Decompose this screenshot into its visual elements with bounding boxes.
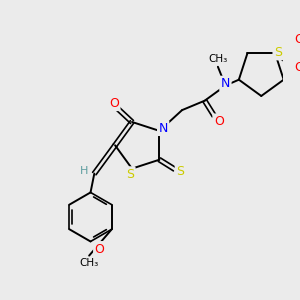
Text: N: N: [221, 77, 230, 90]
Text: O: O: [214, 115, 224, 128]
Text: N: N: [158, 122, 168, 134]
Text: O: O: [294, 61, 300, 74]
Text: S: S: [176, 166, 184, 178]
Text: CH₃: CH₃: [80, 258, 99, 268]
Text: O: O: [294, 33, 300, 46]
Text: CH₃: CH₃: [208, 54, 227, 64]
Text: S: S: [274, 46, 282, 59]
Text: S: S: [126, 168, 134, 181]
Text: H: H: [80, 166, 88, 176]
Text: O: O: [94, 242, 104, 256]
Text: O: O: [109, 97, 119, 110]
